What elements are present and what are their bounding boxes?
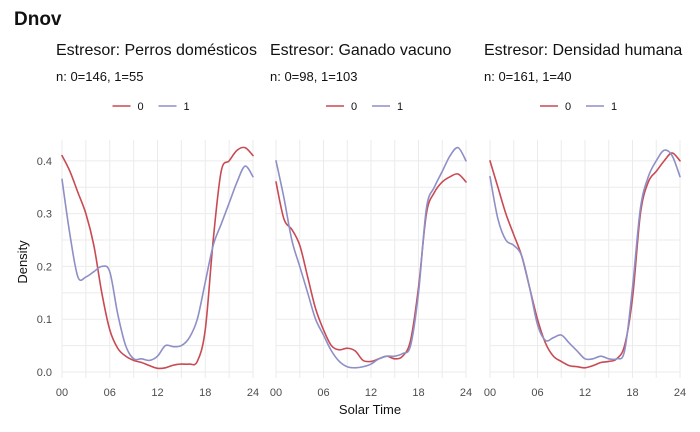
x-tick-label: 18 — [412, 387, 424, 399]
gridlines — [275, 140, 467, 378]
x-tick-label: 00 — [484, 387, 496, 399]
y-tick-label: 0.2 — [37, 261, 52, 273]
density-curve-1 — [275, 146, 467, 369]
density-curve-1 — [61, 165, 254, 362]
panel-title: Estresor: Densidad humana — [484, 42, 682, 59]
density-curve-1 — [489, 149, 681, 361]
x-tick-label: 24 — [674, 387, 686, 399]
gridlines — [61, 140, 254, 378]
y-axis-title: Density — [15, 240, 30, 284]
x-axis-title: Solar Time — [339, 402, 401, 417]
y-tick-label: 0.1 — [37, 314, 52, 326]
x-tick-label: 00 — [270, 387, 282, 399]
x-tick-label: 18 — [626, 387, 638, 399]
panel-subtitle: n: 0=161, 1=40 — [484, 69, 571, 84]
y-tick-label: 0.0 — [37, 367, 52, 379]
legend-label-1: 1 — [611, 101, 617, 113]
x-tick-label: 06 — [317, 387, 329, 399]
panel-3: Estresor: Densidad humana n: 0=161, 1=40 0… — [484, 42, 686, 399]
panel-title: Estresor: Perros domésticos — [56, 42, 257, 59]
legend-label-1: 1 — [184, 101, 190, 113]
x-tick-label: 24 — [460, 387, 472, 399]
x-tick-label: 00 — [56, 387, 68, 399]
figure-title: Dnov — [14, 9, 62, 30]
x-tick-label: 18 — [199, 387, 211, 399]
gridlines — [489, 140, 681, 378]
x-tick-label: 06 — [104, 387, 116, 399]
panel-1: Estresor: Perros domésticos n: 0=146, 1=5… — [37, 42, 259, 399]
legend-label-0: 0 — [351, 101, 357, 113]
x-tick-label: 12 — [151, 387, 163, 399]
density-curve-0 — [275, 173, 467, 363]
y-tick-label: 0.3 — [37, 209, 52, 221]
x-tick-label: 24 — [247, 387, 259, 399]
legend-label-0: 0 — [565, 101, 571, 113]
legend-label-1: 1 — [397, 101, 403, 113]
x-tick-label: 06 — [531, 387, 543, 399]
density-curve-0 — [61, 146, 254, 370]
panel-subtitle: n: 0=98, 1=103 — [270, 69, 357, 84]
panel-subtitle: n: 0=146, 1=55 — [56, 69, 143, 84]
panel-title: Estresor: Ganado vacuno — [270, 42, 452, 59]
x-tick-label: 12 — [579, 387, 591, 399]
y-tick-label: 0.4 — [37, 156, 52, 168]
panels: Estresor: Perros domésticos n: 0=146, 1=5… — [37, 42, 686, 399]
legend-label-0: 0 — [138, 101, 144, 113]
x-tick-label: 12 — [365, 387, 377, 399]
